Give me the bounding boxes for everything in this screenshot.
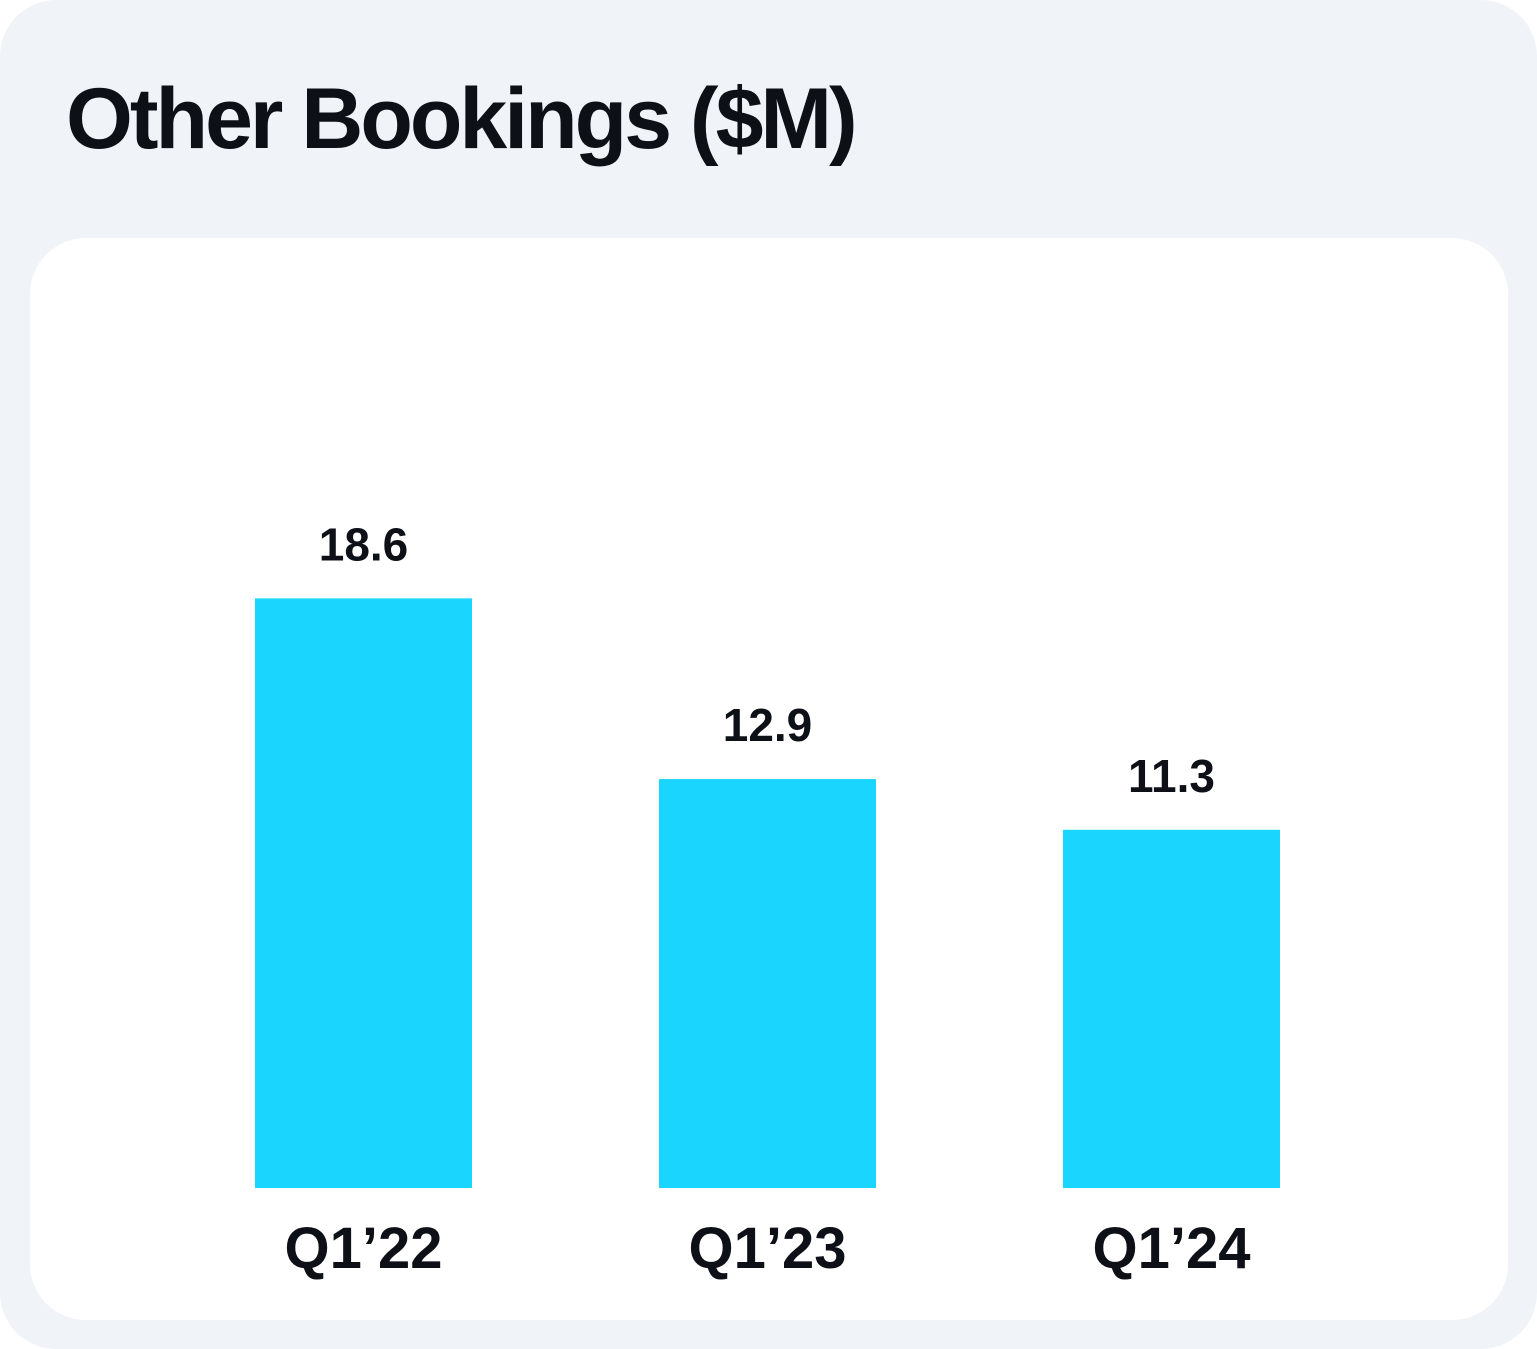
bar-chart: 18.6 Q1’22 12.9 Q1’23 11.3 Q1’24 xyxy=(255,518,1280,1281)
value-label-1: 18.6 xyxy=(319,518,409,570)
bar-2 xyxy=(659,779,876,1188)
chart-title: Other Bookings ($M) xyxy=(66,71,858,167)
value-label-2: 12.9 xyxy=(723,699,813,751)
bar-1 xyxy=(255,598,472,1188)
chart-panel: 18.6 Q1’22 12.9 Q1’23 11.3 Q1’24 xyxy=(30,238,1508,1320)
category-label-2: Q1’23 xyxy=(689,1216,847,1281)
category-label-3: Q1’24 xyxy=(1093,1216,1251,1281)
bar-3 xyxy=(1063,829,1280,1188)
value-label-3: 11.3 xyxy=(1128,750,1215,802)
category-label-1: Q1’22 xyxy=(285,1216,443,1281)
